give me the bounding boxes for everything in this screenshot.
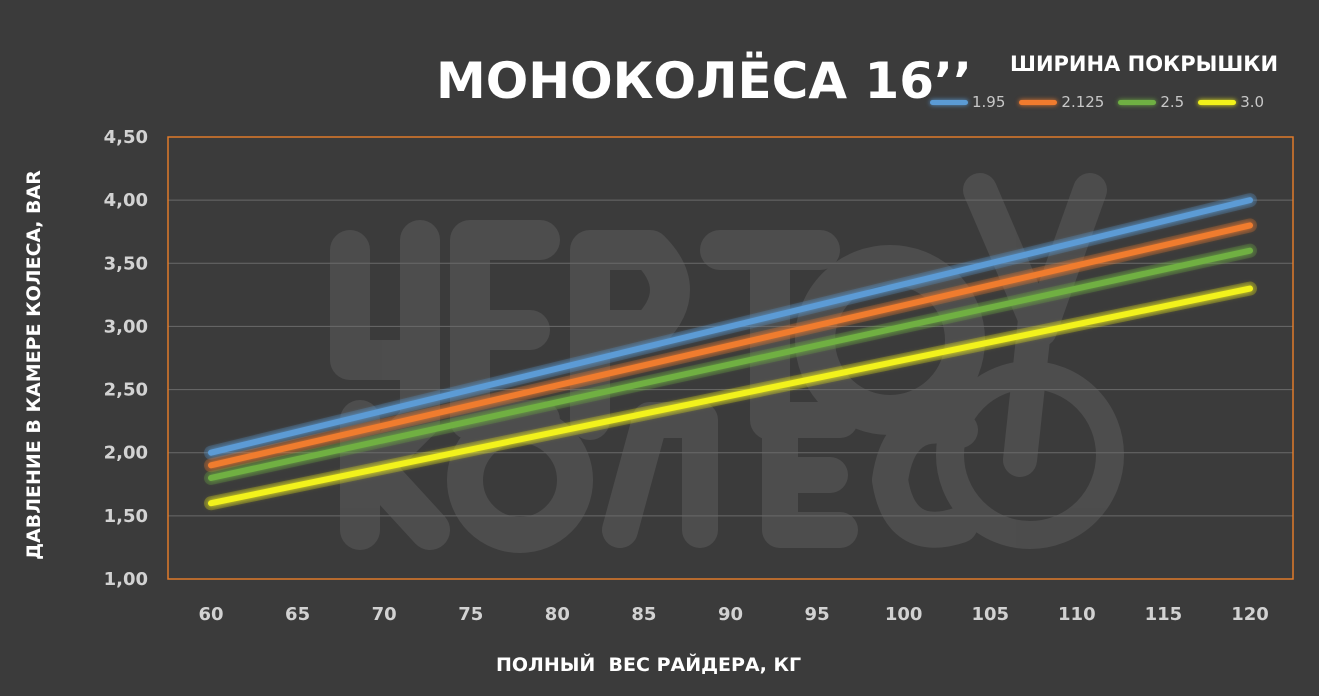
legend-item-2.5: 2.5 xyxy=(1118,93,1184,111)
series-line-2.125 xyxy=(208,222,1253,469)
y-tick-label: 4,00 xyxy=(104,190,148,211)
x-tick-label: 100 xyxy=(885,604,923,625)
x-tick-label: 90 xyxy=(718,604,743,625)
x-axis-label: ПОЛНЫЙ ВЕС РАЙДЕРА, КГ xyxy=(496,654,802,676)
legend-item-1.95: 1.95 xyxy=(930,93,1005,111)
series-line-1.95 xyxy=(208,197,1253,456)
y-tick-label: 2,50 xyxy=(104,380,148,401)
x-tick-label: 120 xyxy=(1231,604,1269,625)
x-tick-label: 115 xyxy=(1145,604,1183,625)
x-tick-label: 80 xyxy=(545,604,570,625)
legend-label: 2.5 xyxy=(1160,93,1185,111)
x-tick-label: 105 xyxy=(971,604,1009,625)
legend: 1.95 2.125 2.5 3.0 xyxy=(930,93,1278,111)
x-tick-label: 70 xyxy=(372,604,397,625)
legend-swatch xyxy=(1019,99,1058,105)
legend-item-2.125: 2.125 xyxy=(1019,93,1104,111)
x-tick-label: 85 xyxy=(631,604,656,625)
legend-swatch xyxy=(1118,99,1157,105)
legend-swatch xyxy=(1198,99,1237,105)
legend-label: 1.95 xyxy=(972,93,1006,111)
y-tick-label: 1,00 xyxy=(104,569,148,590)
y-tick-label: 2,00 xyxy=(104,443,148,464)
chart-title: МОНОКОЛЁСА 16’’ xyxy=(436,52,973,110)
y-axis-label: ДАВЛЕНИЕ В КАМЕРЕ КОЛЕСА, BAR xyxy=(23,170,45,560)
y-tick-label: 3,50 xyxy=(104,253,148,274)
y-tick-label: 1,50 xyxy=(104,506,148,527)
series-line-2.5 xyxy=(208,247,1253,481)
x-tick-label: 75 xyxy=(458,604,483,625)
legend-swatch xyxy=(930,99,968,105)
legend-item-3.0: 3.0 xyxy=(1198,93,1264,111)
x-tick-label: 110 xyxy=(1058,604,1096,625)
legend-title: ШИРИНА ПОКРЫШКИ xyxy=(1010,52,1279,76)
legend-label: 2.125 xyxy=(1061,93,1105,111)
x-tick-label: 65 xyxy=(285,604,310,625)
series-line-3.0 xyxy=(208,285,1253,507)
legend-label: 3.0 xyxy=(1240,93,1265,111)
y-tick-label: 3,00 xyxy=(104,316,148,337)
y-tick-label: 4,50 xyxy=(104,127,148,148)
x-tick-label: 60 xyxy=(198,604,223,625)
plot-area-frame xyxy=(167,136,1294,580)
x-tick-label: 95 xyxy=(805,604,830,625)
